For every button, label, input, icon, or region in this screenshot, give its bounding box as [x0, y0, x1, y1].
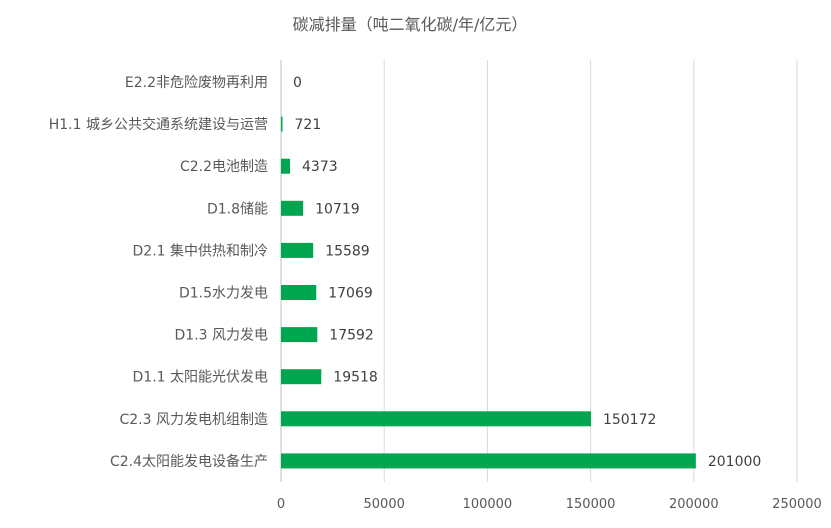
x-tick-label: 50000: [364, 497, 405, 512]
data-label: 17069: [328, 286, 373, 302]
x-tick-label: 200000: [669, 497, 719, 512]
bar: [281, 369, 322, 385]
category-label: D2.1 集中供热和制冷: [133, 242, 269, 259]
bar: [281, 453, 696, 469]
data-label: 4373: [302, 159, 338, 175]
data-label: 17592: [329, 328, 374, 344]
data-label: 201000: [708, 454, 761, 470]
category-label: C2.4太阳能发电设备生产: [110, 453, 268, 470]
bar: [281, 200, 304, 216]
data-label: 10719: [315, 201, 360, 217]
bar: [281, 242, 314, 258]
data-label: 150172: [603, 412, 656, 428]
bar: [281, 327, 318, 343]
x-tick-label: 150000: [566, 497, 616, 512]
x-tick-label: 250000: [772, 497, 822, 512]
category-label: E2.2非危险废物再利用: [125, 75, 268, 91]
category-label: D1.1 太阳能光伏发电: [133, 370, 269, 386]
x-tick-label: 100000: [463, 497, 513, 512]
x-tick-label: 0: [277, 497, 285, 512]
bars: [281, 116, 696, 469]
category-label: H1.1 城乡公共交通系统建设与运营: [49, 116, 268, 133]
chart-title: 碳减排量（吨二氧化碳/年/亿元）: [293, 15, 528, 34]
data-label: 15589: [325, 243, 370, 259]
category-label: C2.2电池制造: [180, 159, 268, 175]
category-label: C2.3 风力发电机组制造: [120, 412, 269, 428]
data-label: 19518: [333, 370, 378, 386]
category-label: D1.8储能: [207, 201, 268, 217]
data-label: 0: [293, 75, 302, 91]
labels: 0 50000 100000 150000 200000 250000 E2.2非危险废物再…: [49, 75, 822, 512]
bar: [281, 285, 317, 300]
category-label: D1.5水力发电: [179, 286, 268, 302]
category-label: D1.3 风力发电: [175, 328, 269, 344]
bar: [281, 158, 291, 174]
data-label: 721: [295, 117, 322, 133]
bar: [281, 116, 283, 132]
bar: [281, 411, 591, 427]
